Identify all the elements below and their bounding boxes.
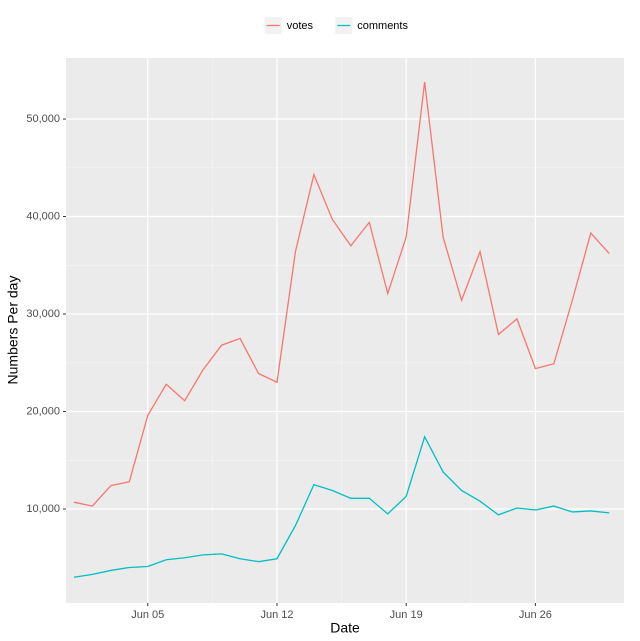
x-axis-title: Date — [330, 620, 360, 636]
panel — [66, 58, 624, 603]
x-tick-label: Jun 05 — [131, 609, 164, 621]
y-tick-label: 30,000 — [26, 308, 60, 320]
y-tick-label: 20,000 — [26, 405, 60, 417]
line-series — [73, 81, 610, 507]
line-series — [73, 435, 610, 578]
y-axis-title: Numbers Per day — [5, 276, 21, 385]
legend-text: votes — [287, 20, 314, 32]
x-tick-label: Jun 12 — [260, 609, 293, 621]
y-tick-label: 10,000 — [26, 503, 60, 515]
legend-text: comments — [357, 20, 408, 32]
y-tick-label: 40,000 — [26, 210, 60, 222]
x-tick-label: Jun 26 — [519, 609, 552, 621]
y-tick-label: 50,000 — [26, 113, 60, 125]
x-tick-label: Jun 19 — [390, 609, 423, 621]
